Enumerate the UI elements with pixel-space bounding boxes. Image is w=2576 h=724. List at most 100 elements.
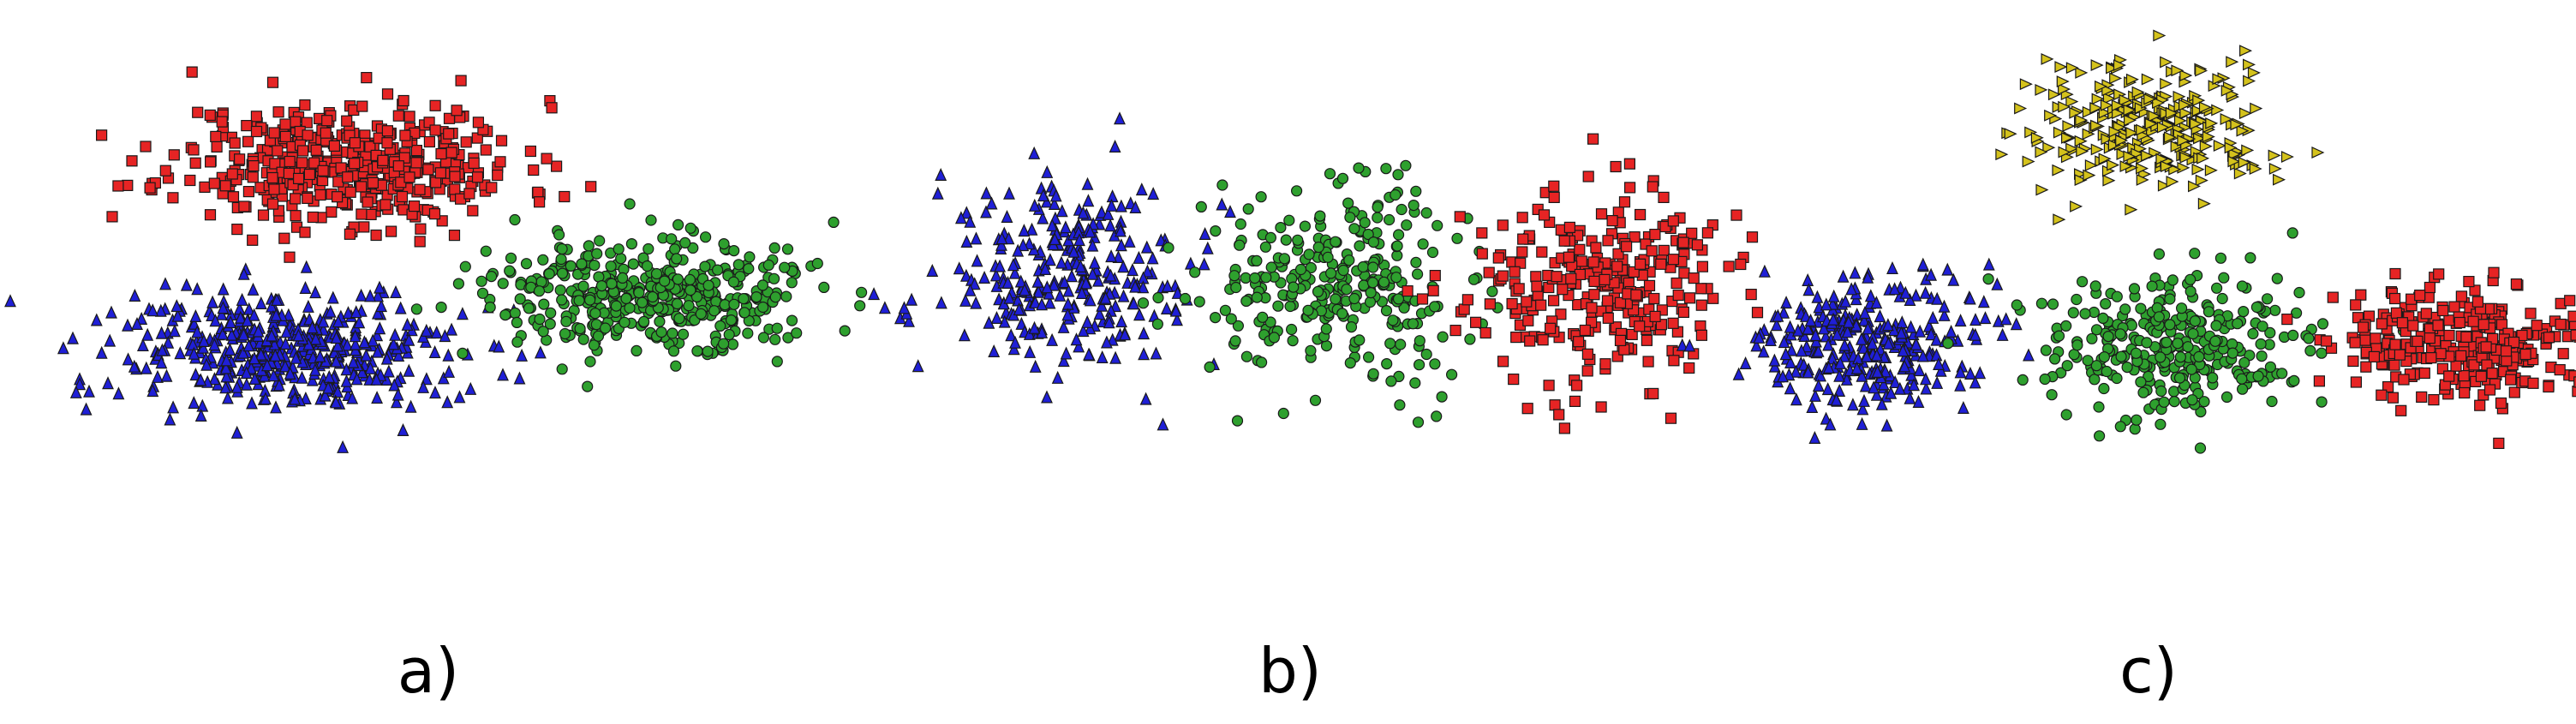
- green-circle-point: [2269, 304, 2281, 316]
- red-square-point: [299, 226, 311, 238]
- green-circle-point: [1362, 351, 1375, 363]
- blue-triangle-point: [266, 299, 278, 313]
- blue-triangle-point: [174, 346, 187, 360]
- yellow-triangle-right-point: [2179, 107, 2193, 120]
- red-square-point: [1612, 206, 1624, 218]
- red-square-point: [208, 177, 220, 189]
- red-square-point: [216, 116, 228, 128]
- blue-triangle-point: [959, 268, 972, 282]
- blue-triangle-point: [95, 345, 108, 359]
- green-circle-point: [811, 257, 823, 270]
- yellow-triangle-right-point: [2228, 147, 2242, 160]
- blue-triangle-point: [995, 231, 1008, 245]
- yellow-triangle-right-point: [2179, 151, 2193, 164]
- red-square-point: [370, 229, 382, 242]
- blue-triangle-point: [1003, 290, 1016, 304]
- blue-triangle-point: [995, 237, 1007, 251]
- green-circle-point: [2089, 374, 2101, 386]
- red-square-point: [2407, 320, 2419, 332]
- yellow-triangle-right-point: [2196, 152, 2210, 165]
- yellow-triangle-right-point: [2074, 174, 2088, 187]
- blue-triangle-point: [1979, 311, 1992, 325]
- blue-triangle-point: [989, 268, 1002, 282]
- red-square-point: [2389, 292, 2401, 305]
- green-circle-point: [1240, 350, 1253, 362]
- blue-triangle-point: [1012, 243, 1025, 257]
- green-circle-point: [1285, 323, 1298, 336]
- red-square-point: [422, 164, 434, 176]
- red-square-point: [381, 88, 394, 100]
- blue-triangle-point: [1778, 335, 1790, 349]
- red-square-point: [1695, 283, 1707, 295]
- blue-triangle-point: [1055, 255, 1067, 269]
- green-circle-point: [1219, 304, 1232, 316]
- green-circle-point: [459, 260, 471, 272]
- green-circle-point: [2218, 272, 2230, 284]
- green-circle-point: [750, 291, 762, 303]
- green-circle-point: [711, 264, 724, 276]
- panel-b-label: b): [1258, 635, 1322, 707]
- green-circle-point: [2293, 286, 2305, 299]
- red-square-point: [1611, 260, 1623, 272]
- red-square-point: [1626, 328, 1638, 340]
- red-square-point: [1558, 422, 1571, 434]
- red-square-point: [250, 111, 262, 123]
- green-circle-point: [2214, 252, 2226, 264]
- red-square-point: [546, 102, 558, 114]
- blue-triangle-point: [1048, 196, 1061, 210]
- yellow-triangle-right-point: [2144, 117, 2158, 130]
- red-square-point: [2398, 374, 2410, 386]
- red-square-point: [226, 168, 238, 180]
- blue-triangle-point: [1070, 332, 1083, 346]
- red-square-point: [112, 180, 124, 192]
- red-square-point: [1595, 401, 1607, 413]
- red-square-point: [248, 160, 260, 172]
- green-circle-point: [672, 218, 684, 230]
- red-square-point: [2507, 336, 2520, 349]
- blue-triangle-point: [1024, 344, 1037, 358]
- green-circle-point: [2060, 409, 2072, 421]
- blue-triangle-point: [1897, 344, 1910, 357]
- green-circle-point: [818, 281, 830, 293]
- green-circle-point: [1367, 236, 1380, 248]
- yellow-triangle-right-point: [2268, 162, 2282, 175]
- green-circle-point: [592, 330, 605, 342]
- green-circle-point: [485, 271, 498, 283]
- green-circle-point: [1251, 291, 1263, 303]
- blue-triangle-point: [322, 380, 335, 394]
- green-circle-point: [544, 318, 556, 330]
- blue-triangle-point: [968, 277, 981, 290]
- yellow-triangle-right-point: [2047, 88, 2061, 101]
- green-circle-point: [1216, 179, 1228, 191]
- yellow-triangle-right-point: [2091, 93, 2105, 105]
- yellow-triangle-right-point: [2083, 169, 2096, 182]
- green-circle-point: [1385, 375, 1397, 387]
- red-square-point: [2525, 308, 2537, 320]
- blue-triangle-point: [308, 362, 321, 376]
- blue-triangle-point: [1115, 199, 1127, 212]
- blue-triangle-point: [74, 377, 87, 391]
- red-square-point: [268, 127, 280, 139]
- red-square-point: [2459, 386, 2471, 399]
- red-square-point: [2412, 335, 2424, 347]
- green-circle-point: [1381, 358, 1393, 370]
- green-circle-point: [2089, 280, 2101, 292]
- blue-triangle-point: [1028, 320, 1041, 334]
- red-square-point: [314, 188, 326, 201]
- red-square-point: [2458, 370, 2470, 382]
- green-circle-point: [560, 315, 572, 327]
- blue-triangle-point: [911, 359, 924, 373]
- green-circle-point: [1380, 305, 1393, 317]
- blue-triangle-point: [1117, 260, 1130, 273]
- green-circle-point: [756, 279, 769, 291]
- red-square-point: [1735, 258, 1747, 271]
- red-square-point: [1547, 295, 1560, 307]
- red-square-point: [2450, 360, 2462, 372]
- blue-triangle-point: [1802, 272, 1814, 286]
- yellow-triangle-right-point: [2238, 107, 2252, 120]
- green-circle-point: [1210, 225, 1222, 237]
- blue-triangle-point: [324, 304, 337, 318]
- blue-triangle-point: [1925, 327, 1938, 341]
- blue-triangle-point: [1133, 250, 1145, 264]
- blue-triangle-point: [442, 348, 455, 362]
